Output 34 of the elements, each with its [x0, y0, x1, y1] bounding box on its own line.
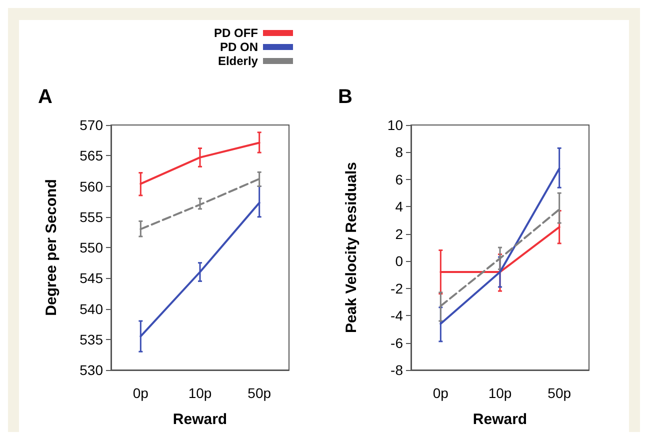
y-tick-label: 540	[80, 300, 104, 317]
y-tick-label: 535	[80, 331, 104, 348]
y-tick-label: -4	[390, 308, 404, 324]
y-tick-label: 545	[80, 270, 104, 286]
y-axis-title: Peak Velocity Residuals	[343, 162, 360, 333]
y-tick-label: 555	[80, 208, 104, 225]
x-tick-label: 50p	[548, 385, 572, 401]
legend-label: Elderly	[218, 54, 258, 68]
legend-label: PD OFF	[214, 26, 258, 40]
x-tick-label: 10p	[188, 385, 212, 401]
y-tick-label: 530	[80, 362, 104, 378]
x-tick-label: 0p	[432, 385, 449, 401]
chart-title: A	[38, 86, 52, 108]
y-tick-label: 550	[80, 240, 104, 256]
x-tick-label: 0p	[132, 385, 149, 401]
y-tick-label: 560	[80, 178, 104, 194]
y-tick-label: 2	[395, 226, 404, 242]
y-tick-label: 565	[80, 148, 104, 164]
y-tick-label: -6	[390, 334, 404, 351]
x-tick-label: 10p	[488, 385, 512, 401]
legend-label: PD ON	[220, 40, 258, 54]
x-axis-title: Reward	[472, 411, 528, 428]
y-tick-label: 4	[395, 198, 404, 215]
y-tick-label: -8	[390, 362, 404, 378]
chart-title: B	[338, 86, 352, 108]
x-axis-title: Reward	[172, 411, 228, 428]
y-tick-label: 6	[395, 171, 404, 188]
y-axis-title: Degree per Second	[43, 179, 60, 316]
x-tick-label: 50p	[248, 385, 272, 401]
y-tick-label: 8	[395, 144, 404, 160]
y-tick-label: 10	[387, 117, 404, 133]
y-tick-label: -2	[390, 280, 404, 296]
y-tick-label: 0	[395, 253, 404, 270]
y-tick-label: 570	[80, 117, 104, 133]
